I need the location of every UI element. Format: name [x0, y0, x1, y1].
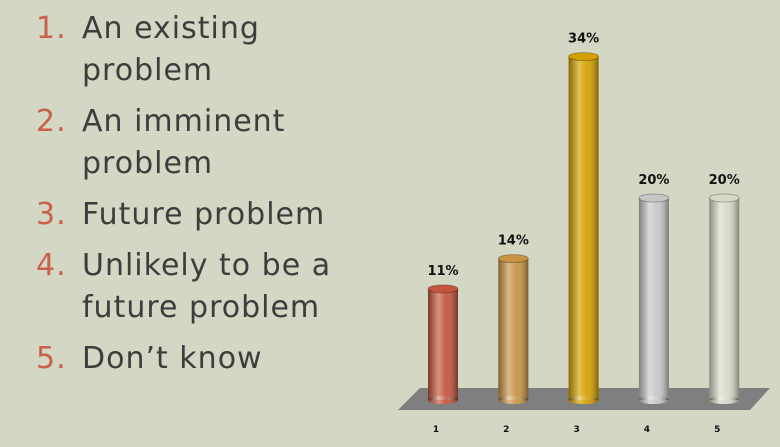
x-tick-label: 2 — [503, 425, 509, 435]
value-label: 11% — [427, 264, 458, 279]
x-tick-label: 4 — [644, 425, 650, 435]
item-text: Future problem — [82, 197, 326, 232]
bar-bottom-shade — [428, 396, 458, 404]
item-number: 5. — [36, 341, 67, 376]
item-number: 3. — [36, 197, 67, 232]
bar-shade — [428, 288, 458, 400]
value-label: 20% — [638, 173, 669, 188]
item-text: Don’t know — [82, 341, 263, 376]
bar-bottom-shade — [498, 396, 529, 404]
bar-top — [708, 193, 740, 203]
list-item: 4. Unlikely to be a future problem — [36, 245, 367, 329]
item-number: 1. — [36, 11, 67, 46]
bar-bottom-shade — [638, 396, 669, 404]
x-tick-label: 5 — [714, 425, 720, 435]
bar-shade — [498, 258, 529, 400]
value-label: 20% — [709, 173, 740, 188]
value-label: 34% — [568, 32, 599, 47]
bar-shade — [568, 56, 599, 400]
value-label: 14% — [498, 234, 529, 249]
item-text: Unlikely to be a future problem — [82, 248, 332, 325]
bar-top — [497, 254, 529, 264]
item-text: An existing problem — [82, 11, 260, 88]
bar-bottom-shade — [568, 396, 599, 404]
x-tick-label: 3 — [573, 425, 579, 435]
list-item: 2. An imminent problem — [36, 101, 367, 185]
bar-shade — [709, 198, 740, 400]
item-number: 4. — [36, 248, 67, 283]
item-number: 2. — [36, 104, 67, 139]
list-item: 3. Future problem — [36, 194, 367, 236]
item-text: An imminent problem — [82, 104, 286, 181]
bar-top — [638, 193, 670, 203]
bar-top — [568, 52, 599, 61]
bar-bottom-shade — [709, 396, 740, 404]
list-item: 5. Don’t know — [36, 338, 367, 380]
list-item: 1. An existing problem — [36, 8, 367, 92]
x-tick-label: 1 — [433, 425, 439, 435]
bar-shade — [638, 198, 669, 400]
bar-top — [427, 284, 459, 294]
answer-list: 1. An existing problem 2. An imminent probl… — [36, 8, 367, 389]
